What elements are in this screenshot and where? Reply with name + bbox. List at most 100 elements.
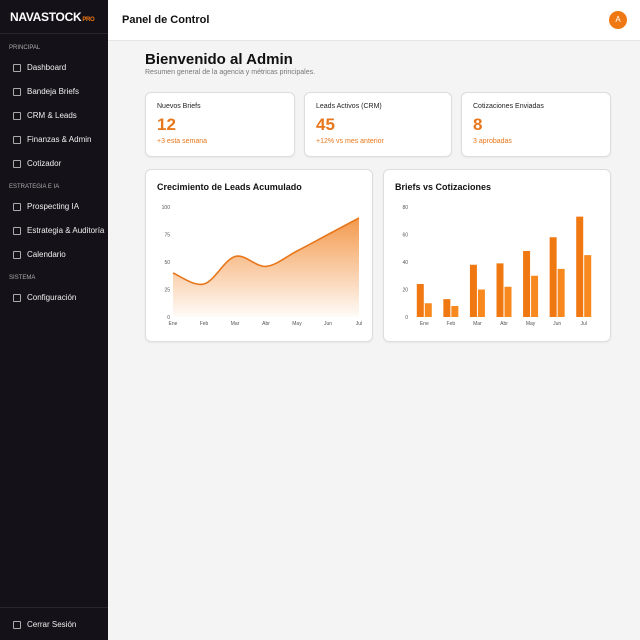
icon bbox=[13, 159, 21, 168]
x-tick-label: Jul bbox=[356, 321, 362, 327]
chart-title: Briefs vs Cotizaciones bbox=[395, 182, 491, 192]
line bbox=[172, 217, 360, 286]
sidebar: NAVASTOCKPRO Cerrar Sesión PRINCIPAL Dash… bbox=[0, 0, 108, 640]
menu-label: Finanzas & Admin bbox=[27, 135, 92, 144]
menu-item[interactable]: Cotizador bbox=[13, 159, 61, 168]
x-tick-label: May bbox=[292, 321, 302, 327]
stat-label: Cotizaciones Enviadas bbox=[473, 103, 544, 110]
menu-label: CRM & Leads bbox=[27, 111, 77, 120]
topbar: Panel de Control A bbox=[108, 0, 640, 41]
menu-label: Calendario bbox=[27, 250, 66, 259]
x-tick-label: Mar bbox=[473, 321, 482, 327]
bar bbox=[584, 255, 592, 317]
stat-card: Cotizaciones Enviadas 8 3 aprobadas bbox=[461, 92, 611, 157]
x-tick-label: Feb bbox=[200, 321, 209, 327]
y-tick-label: 60 bbox=[402, 233, 408, 239]
menu-label: Estrategia & Auditoría bbox=[27, 226, 105, 235]
menu-label: Bandeja Briefs bbox=[27, 87, 80, 96]
logout-label: Cerrar Sesión bbox=[27, 620, 77, 629]
bar bbox=[504, 286, 512, 317]
chart: Briefs vs Cotizaciones 0 20 40 60 80 Ene Feb Mar… bbox=[395, 182, 592, 327]
bar bbox=[443, 299, 451, 317]
welcome-subtitle: Resumen general de la agencia y métricas… bbox=[145, 69, 316, 76]
section-title: PRINCIPAL bbox=[9, 45, 41, 51]
y-tick-label: 25 bbox=[164, 288, 170, 294]
menu-item[interactable]: Estrategia & Auditoría bbox=[13, 226, 104, 235]
icon bbox=[13, 63, 21, 72]
brand-badge: PRO bbox=[82, 17, 95, 23]
stat-value: 45 bbox=[316, 115, 335, 134]
icon bbox=[13, 250, 21, 259]
bar bbox=[416, 284, 424, 317]
stat-note: 3 aprobadas bbox=[473, 138, 512, 145]
bar bbox=[469, 264, 477, 317]
stat-note: +3 esta semana bbox=[157, 138, 208, 145]
stat-label: Nuevos Briefs bbox=[157, 103, 201, 110]
bar bbox=[496, 263, 504, 317]
menu-item[interactable]: Prospecting IA bbox=[13, 202, 79, 211]
stat-value: 12 bbox=[157, 115, 176, 134]
chart: Crecimiento de Leads Acumulado 0 25 50 75 100… bbox=[157, 182, 362, 327]
x-tick-label: Ene bbox=[420, 321, 429, 327]
icon bbox=[13, 293, 21, 302]
x-tick-label: May bbox=[526, 321, 536, 327]
x-tick-label: Mar bbox=[231, 321, 240, 327]
y-tick-label: 40 bbox=[402, 260, 408, 266]
y-tick-label: 0 bbox=[405, 315, 408, 321]
welcome-title: Bienvenido al Admin bbox=[145, 51, 293, 68]
menu-item[interactable]: Finanzas & Admin bbox=[13, 135, 91, 144]
area bbox=[173, 218, 359, 317]
bar bbox=[557, 268, 565, 317]
y-tick-label: 50 bbox=[164, 260, 170, 266]
bar bbox=[531, 275, 539, 317]
x-tick-label: Abr bbox=[500, 321, 508, 327]
bar bbox=[549, 237, 557, 317]
y-tick-label: 75 bbox=[164, 233, 170, 239]
menu-item[interactable]: CRM & Leads bbox=[13, 111, 77, 120]
y-tick-label: 0 bbox=[167, 315, 170, 321]
section-title: SISTEMA bbox=[9, 275, 36, 281]
chart-title: Crecimiento de Leads Acumulado bbox=[157, 182, 302, 192]
x-tick-label: Jun bbox=[553, 321, 561, 327]
section-title: ESTRATEGIA E IA bbox=[9, 184, 60, 190]
bar bbox=[451, 306, 459, 317]
menu-label: Cotizador bbox=[27, 159, 62, 168]
menu-label: Dashboard bbox=[27, 63, 67, 72]
menu-label: Configuración bbox=[27, 293, 77, 302]
icon bbox=[13, 202, 21, 211]
header-title: Panel de Control bbox=[122, 14, 210, 26]
chart-card: Briefs vs Cotizaciones 0 20 40 60 80 Ene Feb Mar… bbox=[383, 169, 611, 342]
bar bbox=[576, 216, 584, 317]
bar bbox=[477, 289, 485, 317]
stat-label: Leads Activos (CRM) bbox=[316, 103, 382, 110]
x-tick-label: Jul bbox=[581, 321, 587, 327]
menu-item[interactable]: Dashboard bbox=[13, 63, 66, 72]
stat-value: 8 bbox=[473, 115, 483, 134]
x-tick-label: Abr bbox=[262, 321, 270, 327]
icon bbox=[13, 135, 21, 144]
icon bbox=[13, 226, 21, 235]
avatar[interactable]: A bbox=[609, 11, 627, 29]
menu-item[interactable]: Configuración bbox=[13, 293, 76, 302]
y-tick-label: 80 bbox=[402, 205, 408, 211]
icon bbox=[13, 111, 21, 120]
menu-label: Prospecting IA bbox=[27, 202, 80, 211]
stat-card: Nuevos Briefs 12 +3 esta semana bbox=[145, 92, 295, 157]
brand: NAVASTOCKPRO bbox=[10, 10, 95, 24]
menu-item[interactable]: Bandeja Briefs bbox=[13, 87, 79, 96]
x-tick-label: Ene bbox=[169, 321, 178, 327]
bar bbox=[523, 251, 531, 317]
stat-note: +12% vs mes anterior bbox=[316, 138, 384, 145]
icon bbox=[13, 87, 21, 96]
y-tick-label: 20 bbox=[402, 288, 408, 294]
chart-card: Crecimiento de Leads Acumulado 0 25 50 75 100… bbox=[145, 169, 373, 342]
bar bbox=[424, 303, 432, 317]
y-tick-label: 100 bbox=[162, 205, 171, 211]
brand-name: NAVASTOCK bbox=[10, 10, 82, 24]
x-tick-label: Feb bbox=[447, 321, 456, 327]
logout[interactable]: Cerrar Sesión bbox=[13, 620, 76, 629]
x-tick-label: Jun bbox=[324, 321, 332, 327]
menu-item[interactable]: Calendario bbox=[13, 250, 66, 259]
stat-card: Leads Activos (CRM) 45 +12% vs mes anterio… bbox=[304, 92, 452, 157]
